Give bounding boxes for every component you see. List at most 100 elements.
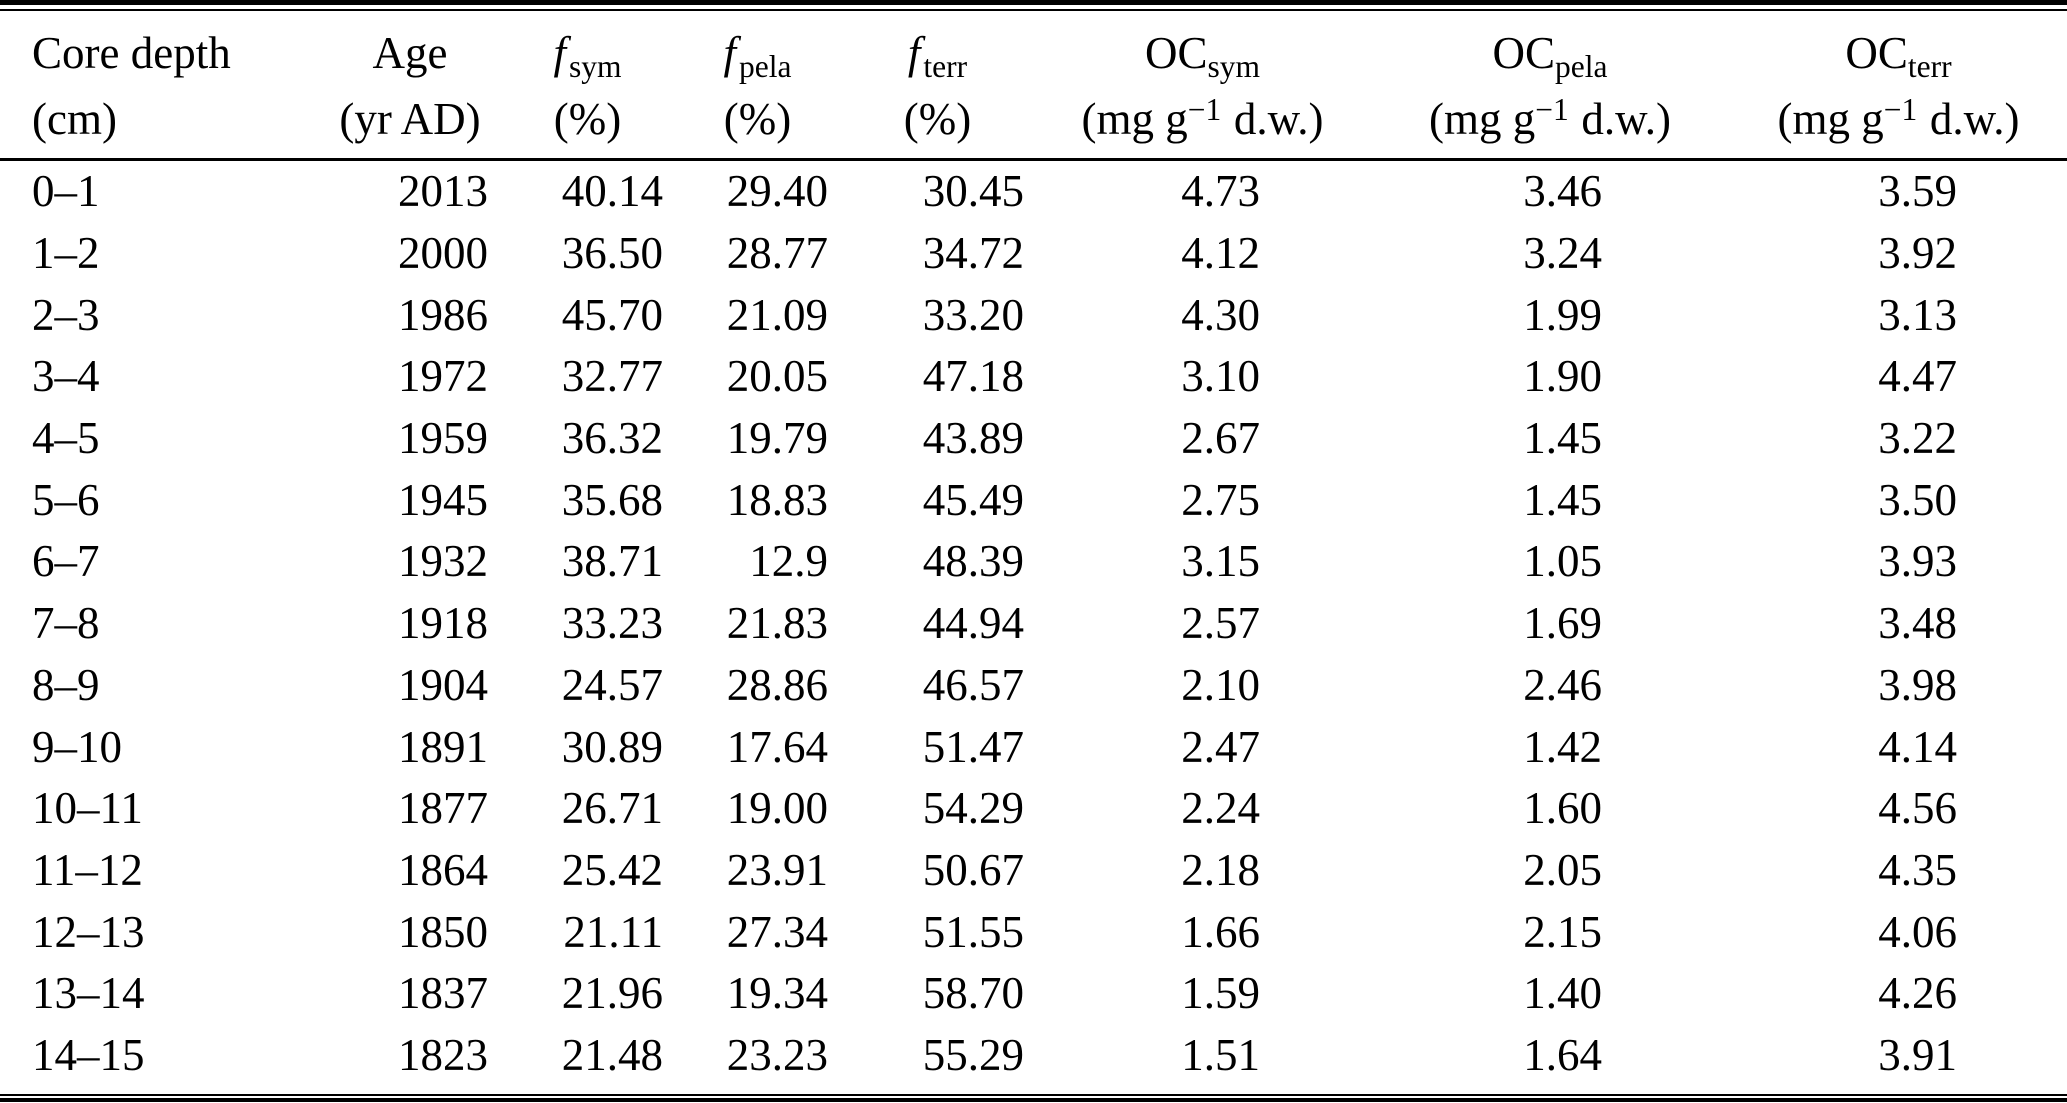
- cell-oc-sym: 2.24: [1181, 783, 1260, 834]
- unit-exponent: −1: [1187, 91, 1222, 127]
- subscript: pela: [1555, 48, 1608, 84]
- header-unit: (mg g−1 d.w.): [1370, 86, 1730, 152]
- cell-oc-sym: 1.66: [1181, 906, 1260, 957]
- cell-f-sym: 45.70: [561, 289, 663, 340]
- cell-oc-sym: 3.10: [1181, 351, 1260, 402]
- cell-f-terr: 30.45: [922, 166, 1024, 217]
- cell-f-sym: 32.77: [561, 351, 663, 402]
- cell-oc-pela: 1.45: [1523, 413, 1602, 464]
- f-symbol: f: [907, 28, 921, 78]
- cell-oc-pela: 1.69: [1523, 598, 1602, 649]
- cell-age: 1959: [398, 413, 488, 464]
- subscript: pela: [739, 48, 792, 84]
- unit-post: d.w.): [1929, 94, 2020, 144]
- header-unit: (mg g−1 d.w.): [1035, 86, 1370, 152]
- cell-core-depth: 3–4: [32, 351, 100, 402]
- cell-oc-pela: 1.05: [1523, 536, 1602, 587]
- cell-age: 1823: [398, 1029, 488, 1080]
- cell-f-pela: 23.91: [726, 844, 828, 895]
- header-label: Core depth: [32, 28, 231, 78]
- cell-age: 1986: [398, 289, 488, 340]
- cell-f-terr: 33.20: [922, 289, 1024, 340]
- cell-f-sym: 36.50: [561, 228, 663, 279]
- table-row: 7–8 1918 33.23 21.83 44.94 2.57 1.69 3.4…: [0, 593, 2067, 655]
- table-row: 14–15 1823 21.48 23.23 55.29 1.51 1.64 3…: [0, 1025, 2067, 1087]
- oc-symbol: OC: [1144, 28, 1208, 78]
- table-top-rule-thin: [0, 9, 2067, 11]
- cell-f-sym: 21.11: [563, 906, 663, 957]
- cell-age: 1864: [398, 844, 488, 895]
- table-row: 5–6 1945 35.68 18.83 45.49 2.75 1.45 3.5…: [0, 469, 2067, 531]
- cell-core-depth: 6–7: [32, 536, 100, 587]
- cell-core-depth: 11–12: [32, 844, 143, 895]
- table-header-separator-rule: [0, 158, 2067, 161]
- sediment-core-data-table: Core depth (cm) Age (yr AD) fsym (%) fpe…: [0, 11, 2067, 1086]
- cell-core-depth: 8–9: [32, 659, 100, 710]
- table-row: 6–7 1932 38.71 12.9 48.39 3.15 1.05 3.93: [0, 531, 2067, 593]
- table-header: Core depth (cm) Age (yr AD) fsym (%) fpe…: [0, 11, 2067, 158]
- header-unit: (mg g−1 d.w.): [1730, 86, 2067, 152]
- cell-oc-pela: 2.15: [1523, 906, 1602, 957]
- cell-oc-sym: 2.75: [1181, 474, 1260, 525]
- cell-oc-terr: 3.50: [1878, 474, 1957, 525]
- cell-f-sym: 35.68: [561, 474, 663, 525]
- cell-f-terr: 54.29: [922, 783, 1024, 834]
- unit-pre: (mg g: [1777, 94, 1884, 144]
- unit-post: d.w.): [1581, 94, 1671, 144]
- cell-oc-sym: 4.73: [1181, 166, 1260, 217]
- subscript: sym: [569, 48, 622, 84]
- cell-oc-sym: 4.30: [1181, 289, 1260, 340]
- cell-oc-terr: 4.14: [1878, 721, 1957, 772]
- cell-f-sym: 24.57: [561, 659, 663, 710]
- cell-core-depth: 14–15: [32, 1029, 145, 1080]
- oc-symbol: OC: [1492, 28, 1556, 78]
- oc-symbol: OC: [1845, 28, 1908, 78]
- cell-oc-sym: 2.10: [1181, 659, 1260, 710]
- cell-f-pela: 21.09: [726, 289, 828, 340]
- cell-age: 1850: [398, 906, 488, 957]
- cell-f-terr: 51.47: [922, 721, 1024, 772]
- table-row: 13–14 1837 21.96 19.34 58.70 1.59 1.40 4…: [0, 963, 2067, 1025]
- column-header-f-sym: fsym (%): [500, 11, 675, 158]
- unit-exponent: −1: [1883, 91, 1918, 127]
- table-row: 0–1 2013 40.14 29.40 30.45 4.73 3.46 3.5…: [0, 161, 2067, 223]
- cell-core-depth: 0–1: [32, 166, 100, 217]
- cell-age: 1918: [398, 598, 488, 649]
- cell-f-sym: 21.48: [561, 1029, 663, 1080]
- table-row: 8–9 1904 24.57 28.86 46.57 2.10 2.46 3.9…: [0, 655, 2067, 717]
- cell-f-terr: 45.49: [922, 474, 1024, 525]
- table-row: 12–13 1850 21.11 27.34 51.55 1.66 2.15 4…: [0, 901, 2067, 963]
- header-label: OCterr: [1730, 20, 2067, 86]
- header-label: OCpela: [1370, 20, 1730, 86]
- cell-f-sym: 30.89: [561, 721, 663, 772]
- table-row: 9–10 1891 30.89 17.64 51.47 2.47 1.42 4.…: [0, 716, 2067, 778]
- column-header-age: Age (yr AD): [320, 11, 500, 158]
- cell-age: 1945: [398, 474, 488, 525]
- table-body: 0–1 2013 40.14 29.40 30.45 4.73 3.46 3.5…: [0, 158, 2067, 1086]
- cell-f-pela: 23.23: [726, 1029, 828, 1080]
- cell-f-sym: 26.71: [561, 783, 663, 834]
- cell-oc-sym: 4.12: [1181, 228, 1260, 279]
- cell-oc-terr: 4.35: [1878, 844, 1957, 895]
- header-unit: (yr AD): [339, 94, 481, 144]
- cell-core-depth: 5–6: [32, 474, 100, 525]
- cell-f-sym: 33.23: [561, 598, 663, 649]
- column-header-oc-sym: OCsym (mg g−1 d.w.): [1035, 11, 1370, 158]
- f-symbol: f: [723, 28, 737, 78]
- cell-oc-pela: 1.40: [1523, 968, 1602, 1019]
- table-row: 11–12 1864 25.42 23.91 50.67 2.18 2.05 4…: [0, 840, 2067, 902]
- header-label: fterr: [840, 20, 1035, 86]
- cell-core-depth: 12–13: [32, 906, 145, 957]
- cell-oc-terr: 3.92: [1878, 228, 1957, 279]
- cell-core-depth: 4–5: [32, 413, 100, 464]
- cell-oc-terr: 3.48: [1878, 598, 1957, 649]
- cell-oc-pela: 3.24: [1523, 228, 1602, 279]
- header-label: OCsym: [1035, 20, 1370, 86]
- subscript: sym: [1207, 48, 1261, 84]
- cell-oc-terr: 4.26: [1878, 968, 1957, 1019]
- table-row: 2–3 1986 45.70 21.09 33.20 4.30 1.99 3.1…: [0, 284, 2067, 346]
- cell-f-pela: 19.79: [726, 413, 828, 464]
- cell-f-terr: 48.39: [922, 536, 1024, 587]
- cell-age: 1904: [398, 659, 488, 710]
- cell-f-sym: 40.14: [561, 166, 663, 217]
